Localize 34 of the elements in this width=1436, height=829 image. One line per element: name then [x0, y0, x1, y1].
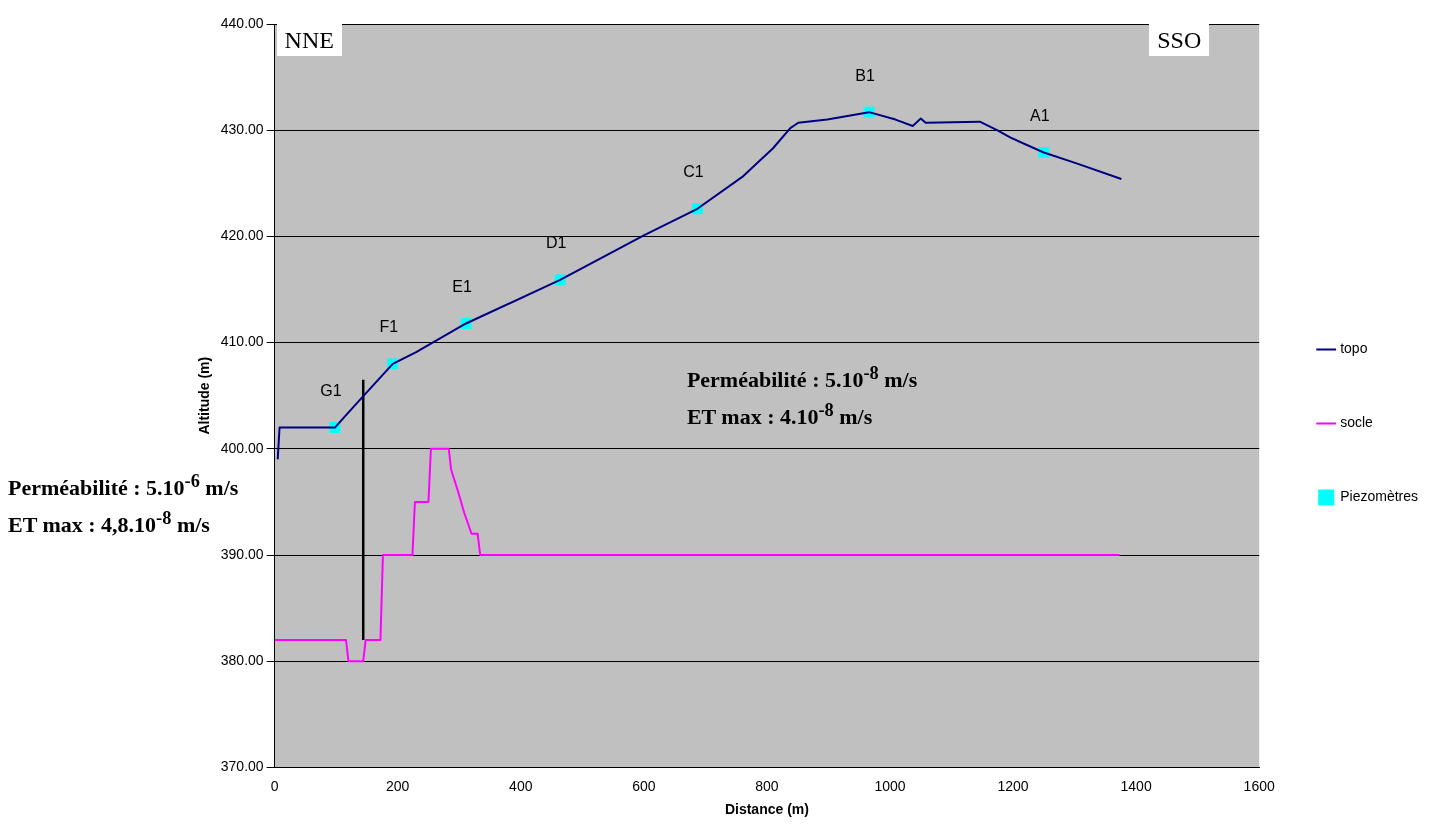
y-tick-label: 440.00 — [220, 14, 264, 31]
text: ET max : 4,8.10$^{-8}$ m/s — [8, 507, 210, 540]
annotation: NNE — [276, 24, 342, 56]
annotation: SSO — [1149, 24, 1210, 56]
y-tick-label: 370.00 — [220, 758, 264, 775]
x-axis-title: Distance (m) — [724, 801, 809, 818]
annotation: B1 — [855, 66, 875, 84]
annotation: A1 — [1030, 106, 1050, 124]
y-tick-label: 390.00 — [220, 545, 264, 562]
annotation: E1 — [452, 277, 472, 295]
x-tick-label: 200 — [386, 777, 410, 794]
annotation: F1 — [379, 318, 399, 336]
legend-label: Piezomètres — [1340, 488, 1419, 505]
annotation: C1 — [683, 163, 704, 181]
text: Perméabilité : 5.10$^{-6}$ m/s — [8, 469, 239, 503]
x-tick-label: 400 — [509, 777, 533, 794]
y-tick-label: 410.00 — [220, 333, 264, 350]
x-tick-label: 600 — [632, 777, 656, 794]
x-tick-label: 1200 — [997, 777, 1029, 794]
x-tick-label: 800 — [755, 777, 779, 794]
x-tick-label: 1600 — [1243, 777, 1275, 794]
legend-label: socle — [1340, 414, 1374, 431]
legend-label: topo — [1340, 340, 1368, 357]
y-axis-title: Altitude (m) — [196, 356, 213, 435]
y-tick-label: 400.00 — [220, 439, 264, 456]
x-tick-label: 0 — [270, 777, 279, 794]
annotation: G1 — [320, 381, 342, 399]
annotation: ET max : 4.10$^{-8}$ m/s — [686, 398, 873, 431]
y-tick-label: 380.00 — [220, 652, 264, 669]
y-tick-label: 430.00 — [220, 121, 264, 138]
y-tick-label: 420.00 — [220, 227, 264, 244]
x-tick-label: 1000 — [874, 777, 906, 794]
annotation: Perméabilité : 5.10$^{-8}$ m/s — [686, 361, 918, 394]
x-tick-label: 1400 — [1120, 777, 1152, 794]
